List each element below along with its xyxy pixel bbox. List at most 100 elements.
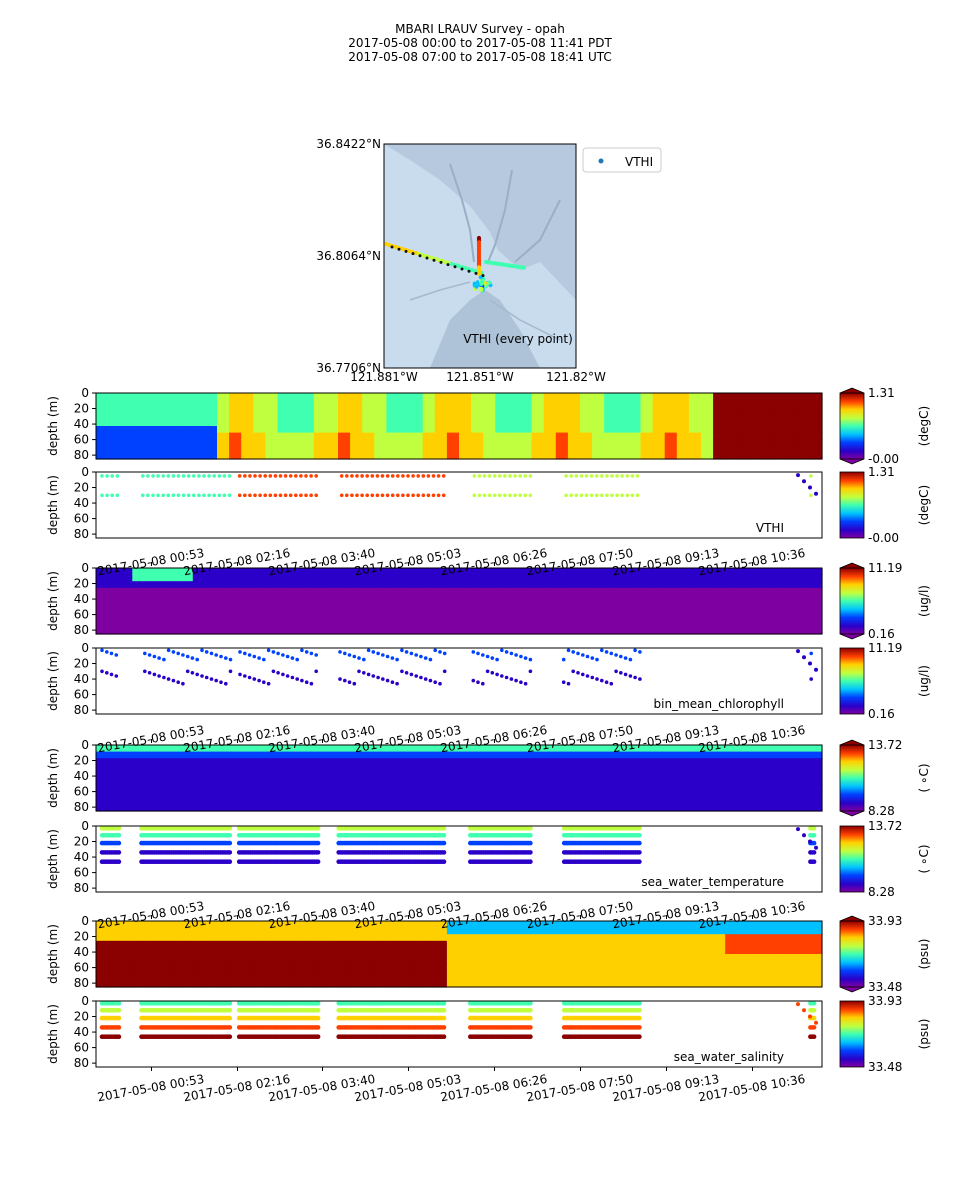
contour-cell <box>350 406 363 414</box>
contour-cell <box>797 412 811 420</box>
scatter-point <box>315 1034 321 1039</box>
scatter-point <box>315 1001 321 1006</box>
contour-cell <box>362 412 375 420</box>
contour-cell <box>785 973 799 981</box>
contour-cell <box>325 627 339 635</box>
map-track-point <box>479 281 484 286</box>
contour-cell <box>277 927 291 935</box>
contour-cell <box>616 784 629 792</box>
contour-cell <box>507 568 521 576</box>
scatter-point <box>441 833 447 838</box>
scatter-point <box>490 671 495 675</box>
contour-cell <box>398 439 412 447</box>
contour-cell <box>664 967 678 975</box>
contour-cell <box>229 934 242 942</box>
contour-cell <box>531 804 545 812</box>
contour-cell <box>701 587 714 595</box>
contour-cell <box>434 601 448 609</box>
scatter-point <box>476 680 480 684</box>
contour-cell <box>531 607 545 615</box>
contour-cell <box>120 934 133 942</box>
scatter-point <box>441 493 446 498</box>
contour-cell <box>374 601 387 609</box>
scatter-point <box>481 681 485 686</box>
contour-cell <box>725 574 738 582</box>
contour-cell <box>313 614 327 622</box>
contour-cell <box>555 940 569 948</box>
contour-cell <box>701 620 714 628</box>
contour-cell <box>688 452 702 460</box>
contour-cell <box>785 804 799 812</box>
contour-cell <box>374 432 387 440</box>
contour-cell <box>567 960 581 968</box>
scatter-point <box>390 474 395 478</box>
contour-cell <box>325 432 339 440</box>
contour-cell <box>301 751 315 759</box>
contour-cell <box>156 594 170 602</box>
contour-cell <box>144 934 158 942</box>
contour-cell <box>204 921 218 929</box>
contour-cell <box>422 758 436 766</box>
contour-cell <box>567 764 581 772</box>
contour-cell <box>434 791 448 799</box>
scatter-point <box>156 474 160 478</box>
contour-cell <box>325 406 339 414</box>
contour-cell <box>265 954 279 962</box>
contour-cell <box>543 751 557 759</box>
contour-cell <box>543 399 557 407</box>
contour-cell <box>265 947 279 955</box>
contour-cell <box>483 927 496 935</box>
contour-cell <box>701 574 714 582</box>
contour-cell <box>809 751 823 759</box>
contour-cell <box>616 791 629 799</box>
contour-cell <box>640 594 654 602</box>
scatter-point <box>315 833 321 838</box>
contour-cell <box>446 973 460 981</box>
contour-cell <box>604 745 617 753</box>
contour-cell <box>410 973 424 981</box>
contour-cell <box>701 419 714 427</box>
contour-cell <box>749 921 763 929</box>
contour-frame <box>95 567 823 635</box>
contour-cell <box>144 594 158 602</box>
contour-cell <box>713 751 726 759</box>
contour-cell <box>338 607 351 615</box>
contour-cell <box>604 791 617 799</box>
contour-cell <box>96 399 109 407</box>
contour-cell <box>531 967 545 975</box>
contour-cell <box>688 419 702 427</box>
contour-cell <box>543 758 557 766</box>
scatter-point <box>357 669 361 674</box>
scatter-point <box>436 474 441 478</box>
scatter-point <box>200 674 204 678</box>
colorbar-min-label: -0.00 <box>868 531 899 545</box>
contour-cell <box>797 406 811 414</box>
contour-cell <box>676 980 690 988</box>
contour-cell <box>422 574 436 582</box>
contour-cell <box>96 921 109 929</box>
contour-cell <box>507 940 521 948</box>
contour-cell <box>120 967 133 975</box>
scatter-point <box>339 493 344 498</box>
contour-cell <box>241 627 254 635</box>
contour-cell <box>180 406 194 414</box>
contour-cell <box>628 797 642 805</box>
contour-cell <box>531 601 545 609</box>
contour-cell <box>192 419 206 427</box>
colorbar-scatter: 13.728.28( ∘C) <box>839 819 931 899</box>
contour-cell <box>120 784 133 792</box>
contour-cell <box>471 406 484 414</box>
contour-cell <box>410 784 424 792</box>
contour-cell <box>761 745 775 753</box>
contour-cell <box>616 764 629 772</box>
contour-cell <box>108 940 121 948</box>
contour-cell <box>640 614 654 622</box>
scatter-point <box>238 650 242 654</box>
contour-cell <box>132 439 145 447</box>
contour-cell <box>108 393 121 401</box>
contour-cell <box>132 614 145 622</box>
contour-cell <box>374 797 387 805</box>
contour-cell <box>313 804 327 812</box>
contour-cell <box>785 452 799 460</box>
scatter-point <box>224 656 228 660</box>
